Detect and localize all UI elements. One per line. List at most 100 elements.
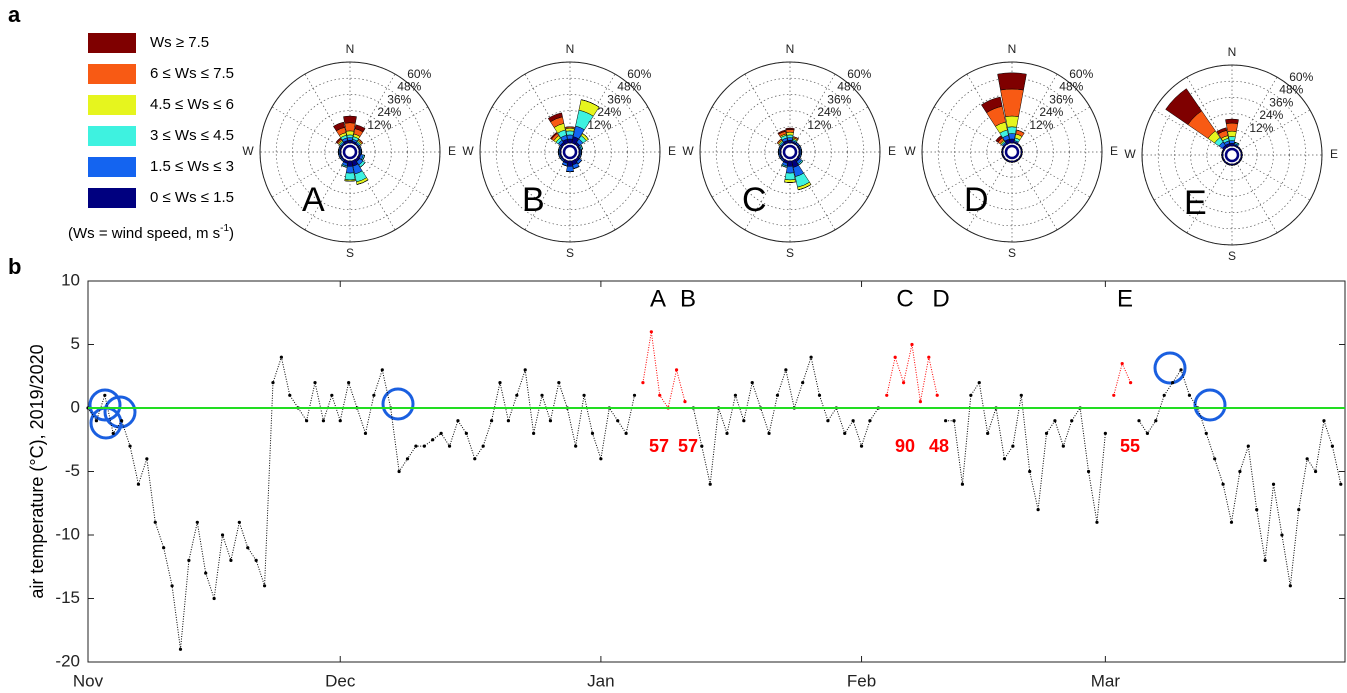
wedge [1225,122,1239,132]
ring-label: 36% [1269,95,1293,109]
data-point [733,393,738,397]
center-hole [1004,144,1020,160]
wedge [778,145,781,150]
y-tick-label: -10 [55,524,80,543]
data-point [447,444,452,448]
data-point [1187,393,1192,397]
data-point [725,431,729,435]
data-point [859,444,864,448]
spoke [1186,76,1233,156]
wedge [338,145,341,150]
data-point [1229,520,1234,524]
wedge [785,129,795,133]
ring-label: 60% [1289,70,1313,84]
wedge [1020,146,1023,150]
data-point [338,419,342,423]
y-tick-label: -20 [55,651,80,670]
wedge [981,96,1003,114]
spoke [966,151,1013,231]
spoke [1231,154,1278,234]
legend-label: 1.5 ≤ Ws ≤ 3 [150,158,234,175]
data-point [397,469,401,474]
data-point [204,571,208,575]
data-point [380,368,384,372]
data-point [1297,508,1301,512]
data-point [952,419,956,423]
direction-label: E [1330,147,1338,161]
wedge [560,158,564,162]
data-point [1280,533,1284,537]
spoke [744,73,791,153]
data-point [532,431,536,435]
data-point [1162,393,1166,397]
data-point [1145,431,1150,435]
direction-label: N [786,42,795,56]
wedge [341,164,347,168]
y-tick-label: 5 [71,334,80,353]
ring [986,126,1038,178]
ring [495,77,645,227]
spoke [349,73,396,153]
wedge [581,99,600,108]
highlight-circle [1193,388,1227,422]
data-point [1313,469,1318,474]
legend-label: 3 ≤ Ws ≤ 4.5 [150,127,234,144]
data-point [851,419,855,423]
data-point [742,419,746,423]
data-point [1330,444,1334,448]
data-point [1137,419,1141,423]
data-point [624,431,628,435]
data-point [826,419,830,423]
wedge [1228,136,1236,142]
spoke [1011,106,1091,153]
data-point [473,457,477,461]
spoke [789,106,869,153]
direction-label: W [904,144,916,158]
ring [308,110,392,194]
wedge [995,135,1003,143]
spoke [1011,73,1058,153]
data-point [347,381,351,385]
data-point [1019,393,1023,397]
wedge [565,130,575,136]
data-point [145,457,149,461]
event-label: B [680,285,696,312]
event-label: D [932,285,949,312]
ring-label: 48% [1279,83,1303,97]
spoke [569,151,616,231]
data-point [456,419,460,423]
data-point [935,393,939,397]
wedge [340,158,344,162]
data-point [632,393,637,397]
x-tick-label: Jan [587,671,614,690]
wedge [785,127,795,131]
ring-label: 48% [397,80,421,94]
spoke [789,73,836,153]
spoke [304,151,351,231]
data-point [1221,482,1225,486]
wedge [1007,126,1017,135]
data-point [1246,444,1250,448]
spoke [1011,151,1091,198]
spoke [271,151,351,198]
ring-label: 24% [1259,108,1283,122]
data-point [1112,393,1116,397]
data-point [843,431,847,435]
wedge [784,181,796,183]
note-text: (Ws = wind speed, m s [68,225,220,242]
spoke [349,106,429,153]
data-point [237,520,241,524]
plot-frame [87,280,1346,663]
ring-label: 12% [367,118,391,132]
wedge [787,140,793,144]
data-point [817,393,822,397]
wedge [1001,154,1004,158]
rose-label: C [742,181,767,219]
spoke [569,106,649,153]
data-point [94,419,99,423]
y-tick-label: 0 [71,397,80,416]
direction-label: E [448,144,456,158]
spoke [1011,151,1058,231]
wedge [359,145,362,150]
